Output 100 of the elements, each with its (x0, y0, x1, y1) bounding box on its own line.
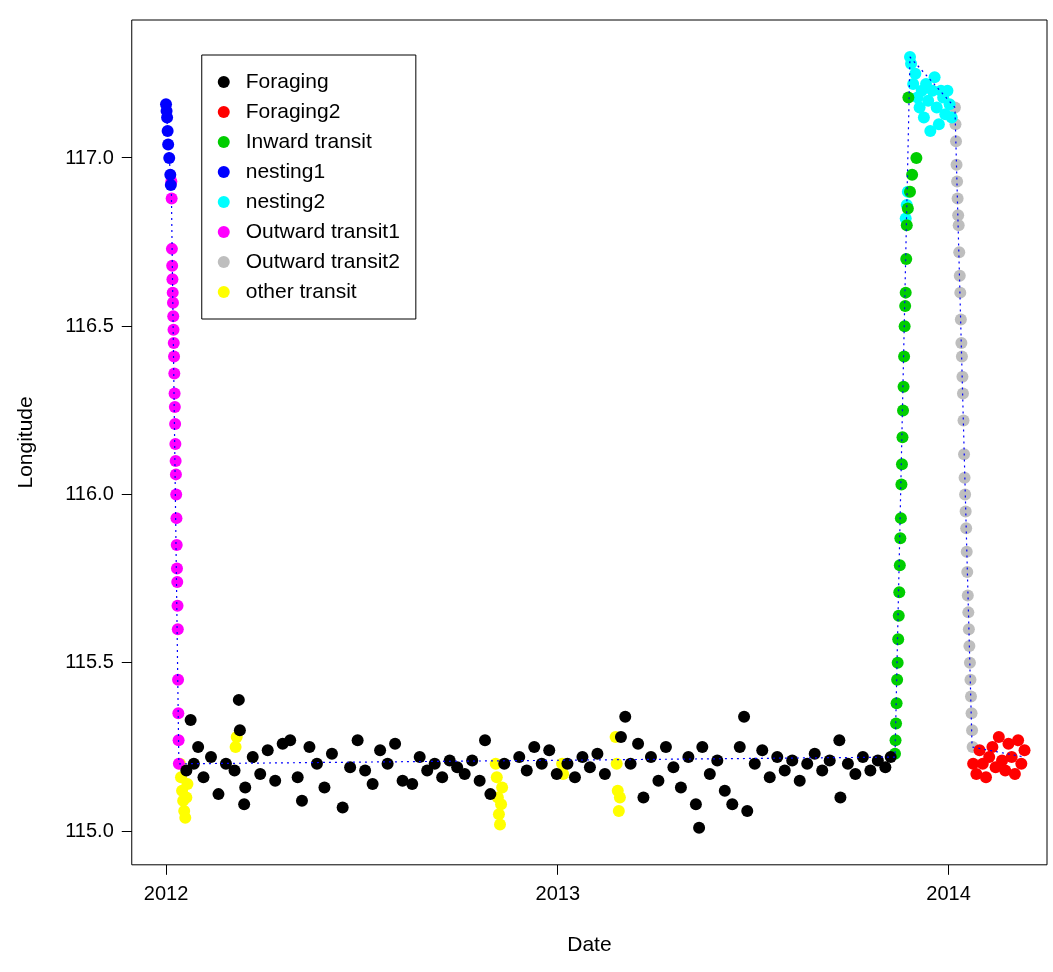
point (172, 734, 185, 747)
point (490, 771, 503, 784)
point (496, 781, 509, 794)
point (172, 673, 185, 686)
point (890, 697, 903, 710)
point (900, 252, 913, 265)
point (612, 804, 625, 817)
point (910, 152, 923, 164)
point (932, 118, 945, 131)
y-tick-label: 115.5 (65, 650, 114, 673)
point (986, 741, 999, 753)
point (170, 488, 183, 501)
point (1008, 767, 1021, 780)
point (891, 656, 904, 669)
point (163, 152, 176, 164)
legend-label: nesting1 (245, 158, 326, 182)
point (955, 350, 968, 363)
legend-label: Outward transit1 (245, 218, 400, 242)
point (902, 91, 915, 104)
legend-label: Inward transit (245, 128, 372, 152)
x-tick-label: 2013 (535, 882, 581, 905)
point (960, 545, 973, 558)
point (168, 387, 181, 400)
point (169, 454, 182, 467)
point (1018, 744, 1031, 757)
point (161, 125, 174, 138)
y-tick-label: 117.0 (65, 145, 114, 168)
point (900, 219, 913, 232)
point (961, 565, 974, 578)
point (167, 337, 180, 350)
point (958, 448, 971, 461)
point (930, 101, 943, 114)
point (966, 724, 979, 737)
y-tick-label: 116.0 (65, 482, 114, 505)
x-tick-label: 2014 (926, 882, 971, 905)
point (169, 468, 182, 481)
point (495, 798, 508, 811)
point (890, 717, 903, 730)
point (894, 532, 907, 545)
y-axis-title: Longitude (13, 396, 37, 489)
point (963, 640, 976, 653)
point (954, 313, 967, 326)
point (169, 438, 182, 451)
point (494, 818, 506, 831)
point (897, 380, 910, 393)
y-tick-label: 116.5 (65, 313, 114, 336)
point (898, 320, 911, 333)
point (924, 125, 937, 138)
point (979, 771, 992, 784)
point (166, 259, 179, 272)
point (899, 300, 912, 313)
point (952, 219, 965, 232)
point (913, 101, 926, 114)
point (954, 286, 967, 299)
point (953, 246, 966, 259)
point (892, 633, 905, 646)
point (170, 562, 183, 575)
point (1015, 757, 1028, 770)
point (168, 367, 181, 380)
point (964, 673, 977, 686)
point (893, 559, 906, 572)
point (970, 767, 983, 780)
point (167, 310, 180, 323)
point (169, 417, 182, 430)
x-axis-title: Date (567, 932, 612, 956)
point (960, 522, 973, 535)
point (613, 791, 626, 804)
point (899, 286, 912, 299)
x-tick-label: 2012 (143, 882, 189, 905)
point (973, 744, 986, 757)
point (909, 67, 922, 80)
point (955, 337, 968, 350)
point (1005, 751, 1018, 764)
point (170, 512, 183, 525)
point (610, 757, 623, 770)
point (906, 168, 919, 181)
point (1002, 737, 1015, 750)
point (897, 404, 910, 417)
point (958, 471, 971, 484)
point (889, 734, 902, 747)
legend-label: Foraging (245, 68, 329, 92)
point (950, 135, 963, 148)
point (959, 488, 972, 501)
point (959, 505, 972, 518)
point (950, 158, 963, 171)
point (962, 623, 975, 636)
point (162, 138, 175, 151)
point (928, 71, 941, 84)
point (893, 586, 906, 599)
point (170, 539, 183, 552)
point (894, 512, 907, 525)
point (992, 730, 1005, 743)
point (957, 414, 970, 427)
point (956, 370, 969, 383)
y-tick-label: 115.0 (65, 818, 114, 841)
point (172, 707, 185, 720)
point (1012, 734, 1025, 747)
point (922, 94, 935, 107)
legend-label: other transit (245, 278, 357, 302)
point (895, 478, 908, 491)
